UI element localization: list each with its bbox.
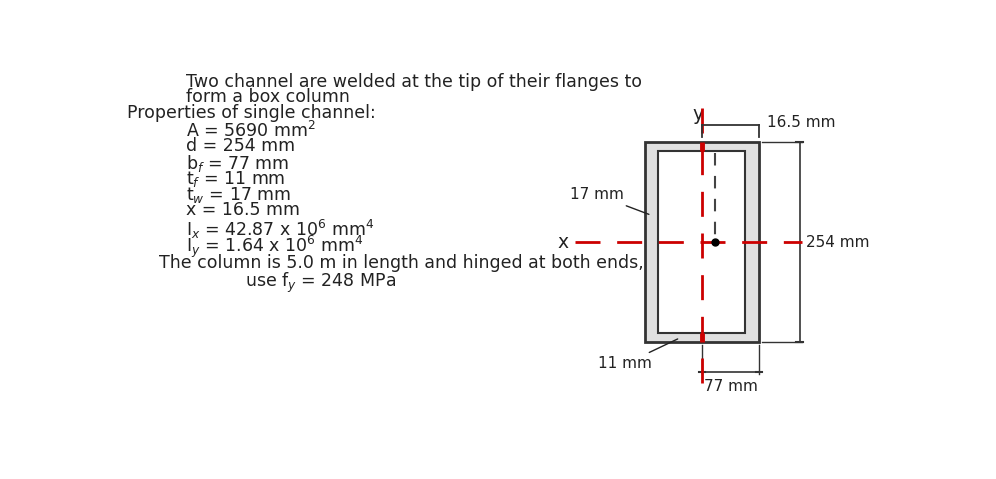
Text: x = 16.5 mm: x = 16.5 mm xyxy=(186,202,301,219)
Text: I$_y$ = 1.64 x 10$^6$ mm$^4$: I$_y$ = 1.64 x 10$^6$ mm$^4$ xyxy=(186,234,365,260)
Text: 16.5 mm: 16.5 mm xyxy=(767,114,836,130)
Bar xyxy=(658,151,745,333)
Text: 17 mm: 17 mm xyxy=(570,187,649,214)
Text: 77 mm: 77 mm xyxy=(703,378,758,394)
Text: d = 254 mm: d = 254 mm xyxy=(186,137,296,155)
Text: form a box column: form a box column xyxy=(186,88,351,106)
Text: x: x xyxy=(558,233,569,252)
Bar xyxy=(644,142,759,342)
Text: A = 5690 mm$^2$: A = 5690 mm$^2$ xyxy=(186,121,317,141)
Text: t$_w$ = 17 mm: t$_w$ = 17 mm xyxy=(186,185,292,205)
Text: use f$_y$ = 248 MPa: use f$_y$ = 248 MPa xyxy=(245,271,395,295)
Text: y: y xyxy=(692,105,703,124)
Text: Two channel are welded at the tip of their flanges to: Two channel are welded at the tip of the… xyxy=(186,73,642,91)
Text: 11 mm: 11 mm xyxy=(599,339,677,371)
Text: The column is 5.0 m in length and hinged at both ends,: The column is 5.0 m in length and hinged… xyxy=(159,254,644,272)
Text: b$_f$ = 77 mm: b$_f$ = 77 mm xyxy=(186,153,290,174)
Text: 254 mm: 254 mm xyxy=(806,235,870,250)
Text: Properties of single channel:: Properties of single channel: xyxy=(126,103,375,122)
Text: I$_x$ = 42.87 x 10$^6$ mm$^4$: I$_x$ = 42.87 x 10$^6$ mm$^4$ xyxy=(186,217,374,241)
Text: t$_f$ = 11 mm: t$_f$ = 11 mm xyxy=(186,169,286,189)
